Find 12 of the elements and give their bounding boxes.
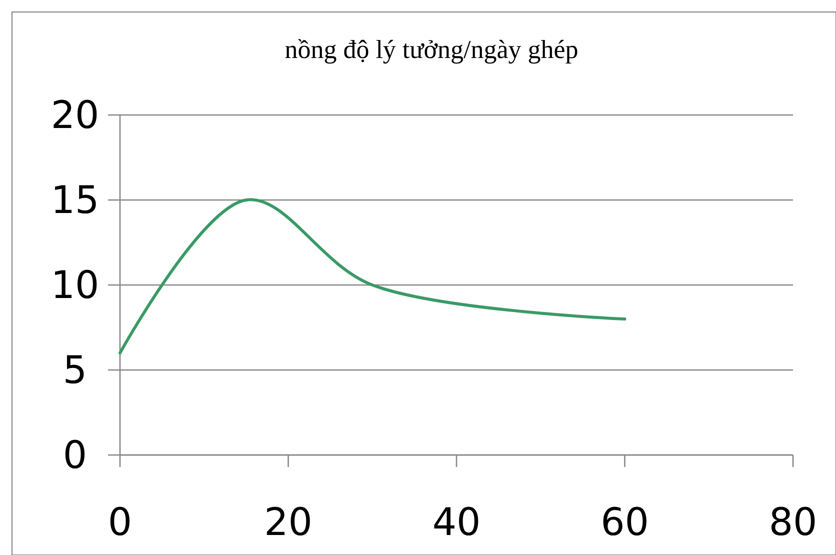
x-tick-label: 60 — [600, 500, 649, 544]
y-tick-label: 0 — [62, 433, 88, 477]
x-tick-label: 20 — [264, 500, 312, 544]
x-tick-label: 0 — [108, 500, 132, 544]
y-tick-label: 10 — [50, 263, 100, 307]
y-tick-label: 15 — [50, 178, 100, 222]
x-tick-label: 40 — [432, 500, 481, 544]
chart-title: nồng độ lý tưởng/ngày ghép — [284, 35, 578, 64]
y-tick-label: 5 — [62, 348, 88, 392]
x-tick-label: 80 — [768, 500, 818, 544]
line-series — [118, 198, 626, 354]
y-tick-label: 20 — [50, 93, 100, 137]
